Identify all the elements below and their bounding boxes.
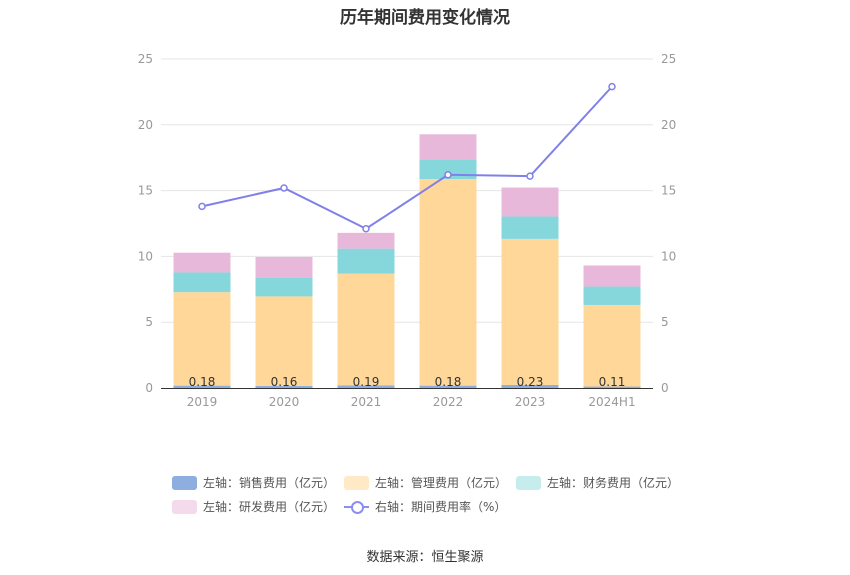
- legend-label-admin: 左轴：管理费用（亿元）: [375, 476, 508, 490]
- bar-segment: [419, 134, 477, 160]
- data-label: 0.19: [353, 375, 380, 389]
- data-source: 数据来源：恒生聚源: [366, 550, 484, 565]
- x-tick-label: 2022: [433, 395, 464, 409]
- bar-segment: [255, 296, 313, 386]
- data-label: 0.23: [517, 375, 544, 389]
- bar-segment: [173, 252, 231, 273]
- legend-item-admin[interactable]: 左轴：管理费用（亿元）: [344, 474, 507, 491]
- bar-segment: [255, 256, 313, 278]
- bar-segment: [583, 304, 641, 387]
- bar-segment: [337, 248, 395, 274]
- y-right-tick-label: 10: [661, 249, 676, 263]
- y-right-tick-label: 5: [661, 315, 669, 329]
- line-point: [526, 172, 534, 180]
- y-left-tick-label: 15: [138, 184, 153, 198]
- legend-swatch-sales: [172, 475, 197, 490]
- bar-segment: [501, 187, 559, 217]
- data-label: 0.18: [189, 375, 216, 389]
- y-left-tick-label: 0: [145, 381, 153, 395]
- y-left-tick-label: 10: [138, 249, 153, 263]
- line-point: [608, 82, 616, 91]
- x-tick-label: 2020: [269, 395, 300, 409]
- legend-item-sales[interactable]: 左轴：销售费用（亿元）: [172, 474, 335, 491]
- legend-label-finance: 左轴：财务费用（亿元）: [547, 476, 680, 490]
- bar-segment: [337, 232, 395, 249]
- bar-segment: [337, 385, 395, 388]
- x-tick-label: 2024H1: [588, 395, 635, 409]
- line-point: [280, 184, 288, 192]
- bar-segment: [583, 265, 641, 287]
- legend-line-icon: [344, 500, 369, 514]
- data-label: 0.11: [599, 375, 626, 389]
- bar-segment: [583, 286, 641, 305]
- legend-label-expense-rate: 右轴：期间费用率（%）: [375, 500, 507, 514]
- legend-item-rnd[interactable]: 左轴：研发费用（亿元）: [172, 498, 335, 515]
- bar-segment: [255, 277, 313, 297]
- bar-segment: [501, 216, 559, 239]
- legend-swatch-finance: [516, 475, 541, 490]
- bar-segment: [501, 384, 559, 388]
- y-right-tick-label: 20: [661, 118, 676, 132]
- bar-segment: [419, 179, 477, 386]
- line-point: [198, 202, 206, 211]
- x-tick-label: 2019: [187, 395, 218, 409]
- bar-segment: [337, 273, 395, 386]
- bar-segment: [255, 385, 313, 388]
- bar-segment: [501, 238, 559, 385]
- y-left-tick-label: 20: [138, 118, 153, 132]
- legend-item-finance[interactable]: 左轴：财务费用（亿元）: [516, 474, 679, 491]
- data-label: 0.16: [271, 375, 298, 389]
- chart-title: 历年期间费用变化情况: [340, 8, 510, 28]
- bar-segment: [583, 386, 641, 388]
- bar-segment: [173, 272, 231, 293]
- bar-segment: [173, 292, 231, 386]
- data-label: 0.18: [435, 375, 462, 389]
- x-tick-label: 2021: [351, 395, 382, 409]
- legend-swatch-admin: [344, 475, 369, 490]
- legend-label-sales: 左轴：销售费用（亿元）: [203, 476, 336, 490]
- legend-swatch-rnd: [172, 499, 197, 514]
- bar-segment: [419, 385, 477, 388]
- x-tick-label: 2023: [515, 395, 546, 409]
- line-point: [444, 171, 452, 179]
- bar-segment: [173, 385, 231, 388]
- y-left-tick-label: 5: [145, 315, 153, 329]
- legend-item-expense-rate[interactable]: 右轴：期间费用率（%）: [344, 498, 506, 515]
- expense-rate-line: [201, 85, 613, 230]
- y-left-tick-label: 25: [138, 52, 153, 66]
- y-right-tick-label: 0: [661, 381, 669, 395]
- y-right-tick-label: 25: [661, 52, 676, 66]
- y-right-tick-label: 15: [661, 184, 676, 198]
- legend-label-rnd: 左轴：研发费用（亿元）: [203, 500, 336, 514]
- line-point: [362, 225, 370, 233]
